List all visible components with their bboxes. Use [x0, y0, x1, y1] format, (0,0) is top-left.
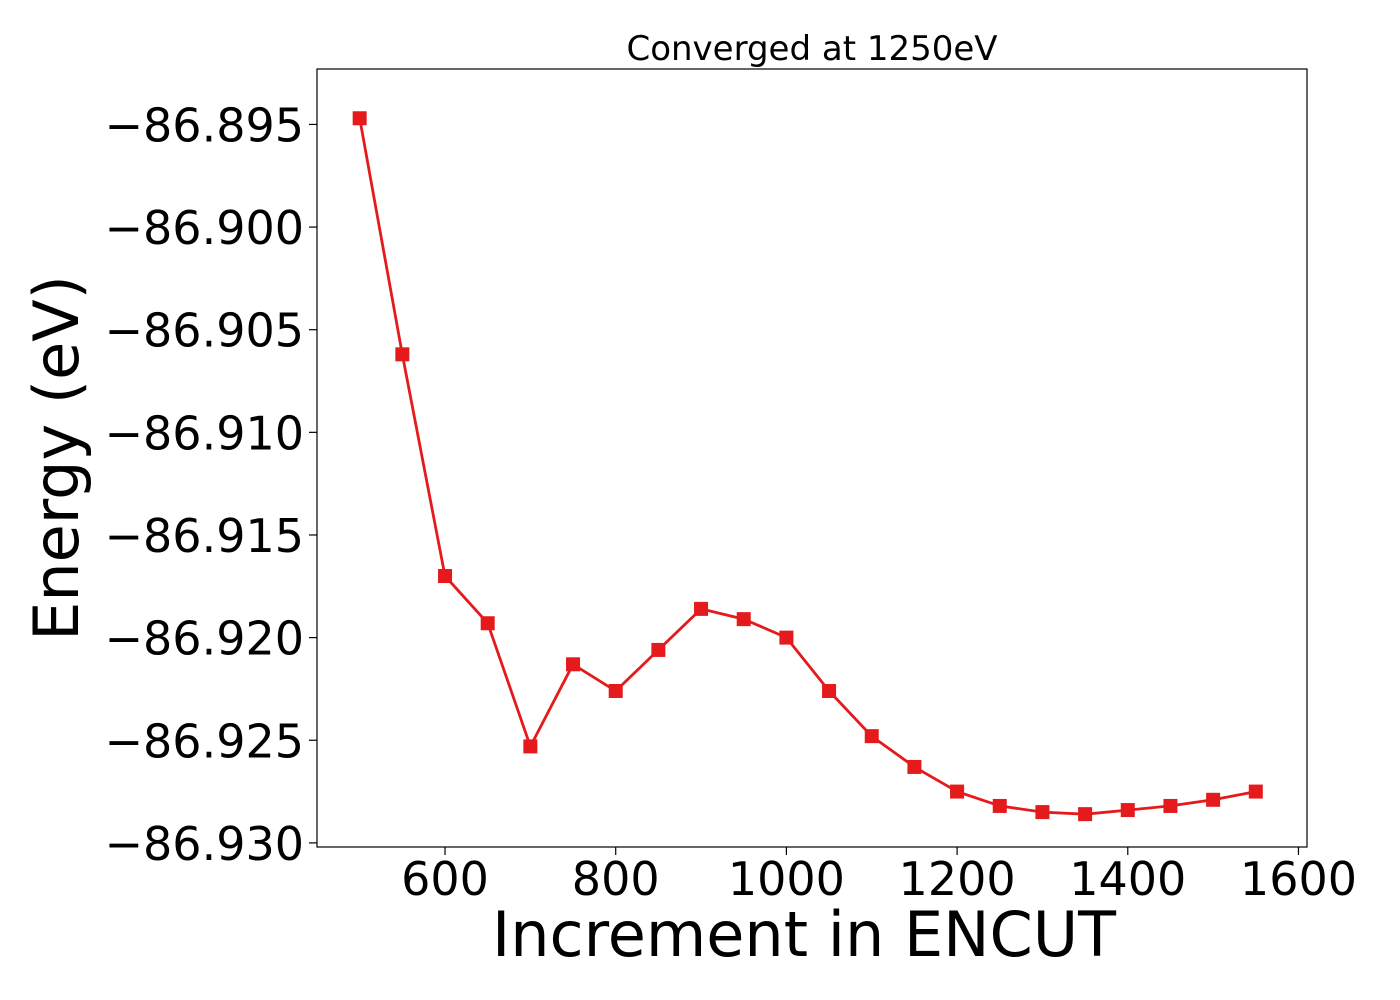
data-point-marker	[1120, 803, 1135, 818]
data-point-marker	[1035, 805, 1050, 820]
data-point-marker	[523, 739, 538, 754]
data-point-marker	[608, 683, 623, 698]
data-point-marker	[779, 630, 794, 645]
series-layer	[352, 111, 1263, 822]
data-point-marker	[651, 642, 666, 657]
series-line	[358, 118, 1257, 816]
data-point-marker	[480, 616, 495, 631]
data-point-marker	[694, 601, 709, 616]
y-axis-label: Energy (eV)	[20, 275, 93, 641]
data-point-marker	[907, 759, 922, 774]
x-tick-label: 1600	[1240, 852, 1357, 906]
data-point-marker	[736, 612, 751, 627]
y-axis-ticks: −86.895 −86.900 −86.905 −86.910 −86.915 −86.9…	[105, 98, 317, 871]
data-point-marker	[992, 798, 1007, 813]
x-axis-label: Increment in ENCUT	[492, 898, 1117, 971]
y-tick-label: −86.910	[105, 406, 305, 460]
data-point-marker	[352, 111, 367, 126]
y-tick-label: −86.920	[105, 612, 305, 666]
data-point-marker	[1078, 807, 1093, 822]
data-point-marker	[1163, 798, 1178, 813]
data-point-marker	[566, 657, 581, 672]
x-tick-label: 1200	[899, 852, 1016, 906]
x-tick-label: 1000	[728, 852, 845, 906]
data-point-marker	[438, 569, 453, 584]
x-axis-ticks: 600 800 1000 1200 1400 1600	[401, 847, 1357, 906]
chart-title: Converged at 1250eV	[626, 29, 997, 69]
data-point-marker	[950, 784, 965, 799]
data-point-marker	[1248, 784, 1263, 799]
y-tick-label: −86.900	[105, 201, 305, 255]
y-tick-label: −86.915	[105, 509, 305, 563]
data-point-marker	[864, 729, 879, 744]
x-tick-label: 600	[401, 852, 489, 906]
y-tick-label: −86.895	[105, 98, 305, 152]
data-point-marker	[1206, 792, 1221, 807]
plot-frame	[316, 68, 1308, 848]
x-tick-label: 1400	[1069, 852, 1186, 906]
x-tick-label: 800	[572, 852, 660, 906]
data-point-marker	[395, 347, 410, 362]
y-tick-label: −86.925	[105, 714, 305, 768]
y-tick-label: −86.905	[105, 304, 305, 358]
y-tick-label: −86.930	[105, 817, 305, 871]
data-point-marker	[822, 683, 837, 698]
